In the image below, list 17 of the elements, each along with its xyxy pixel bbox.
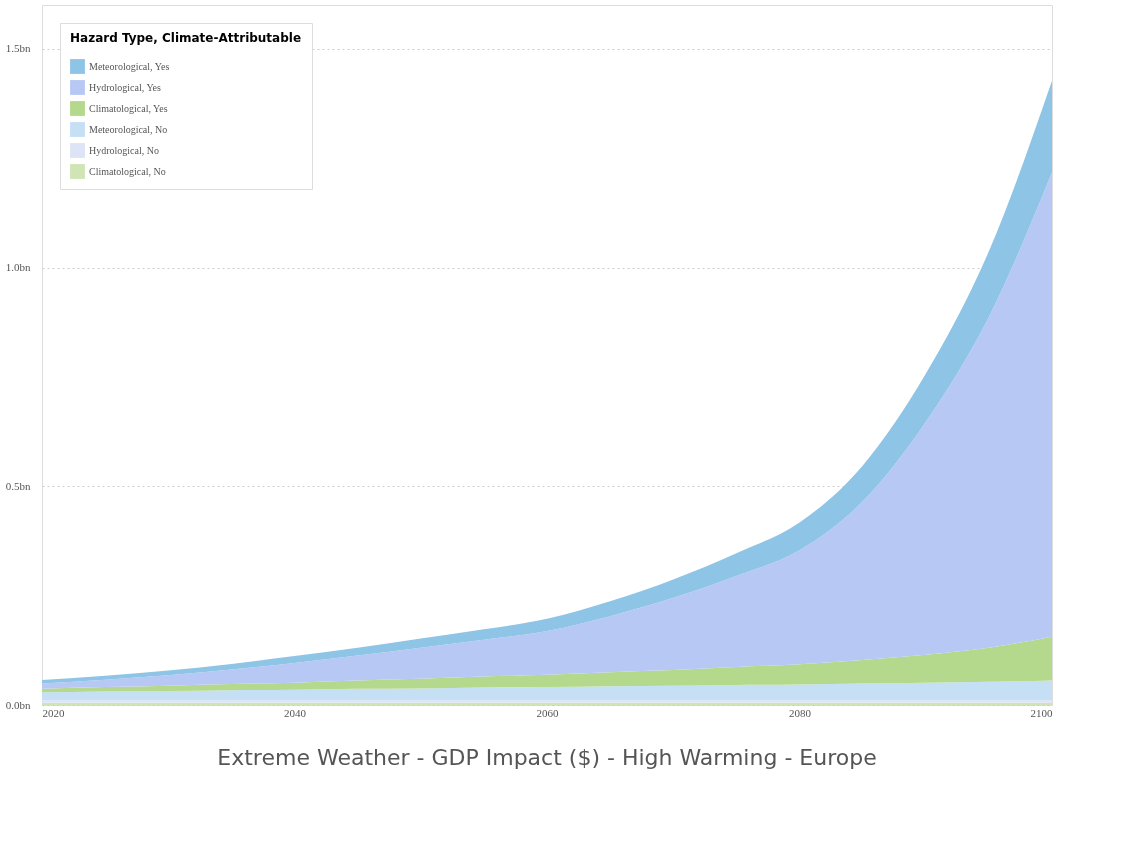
legend-title: Hazard Type, Climate-Attributable: [70, 31, 302, 45]
x-tick-label: 2100: [1030, 706, 1053, 719]
y-tick-label: 1.0bn: [5, 261, 31, 273]
legend-label: Meteorological, Yes: [89, 60, 170, 72]
y-tick-label: 1.5bn: [5, 42, 31, 55]
y-tick-label: 0.5bn: [5, 479, 31, 492]
x-tick-label: 2040: [284, 706, 307, 719]
legend-label: Climatological, No: [89, 165, 166, 177]
legend-label: Hydrological, Yes: [89, 81, 162, 93]
legend-label: Meteorological, No: [89, 123, 168, 135]
text: Extreme Weather - GDP Impact ($) - High Warming - Europe: [217, 745, 877, 770]
x-tick-label: 2080: [789, 706, 812, 719]
x-tick-label: 2020: [42, 706, 65, 719]
y-tick-label: 0.0bn: [5, 698, 31, 711]
x-tick-label: 2060: [536, 706, 559, 719]
legend-label: Climatological, Yes: [89, 102, 168, 114]
legend-label: Hydrological, No: [89, 144, 159, 156]
